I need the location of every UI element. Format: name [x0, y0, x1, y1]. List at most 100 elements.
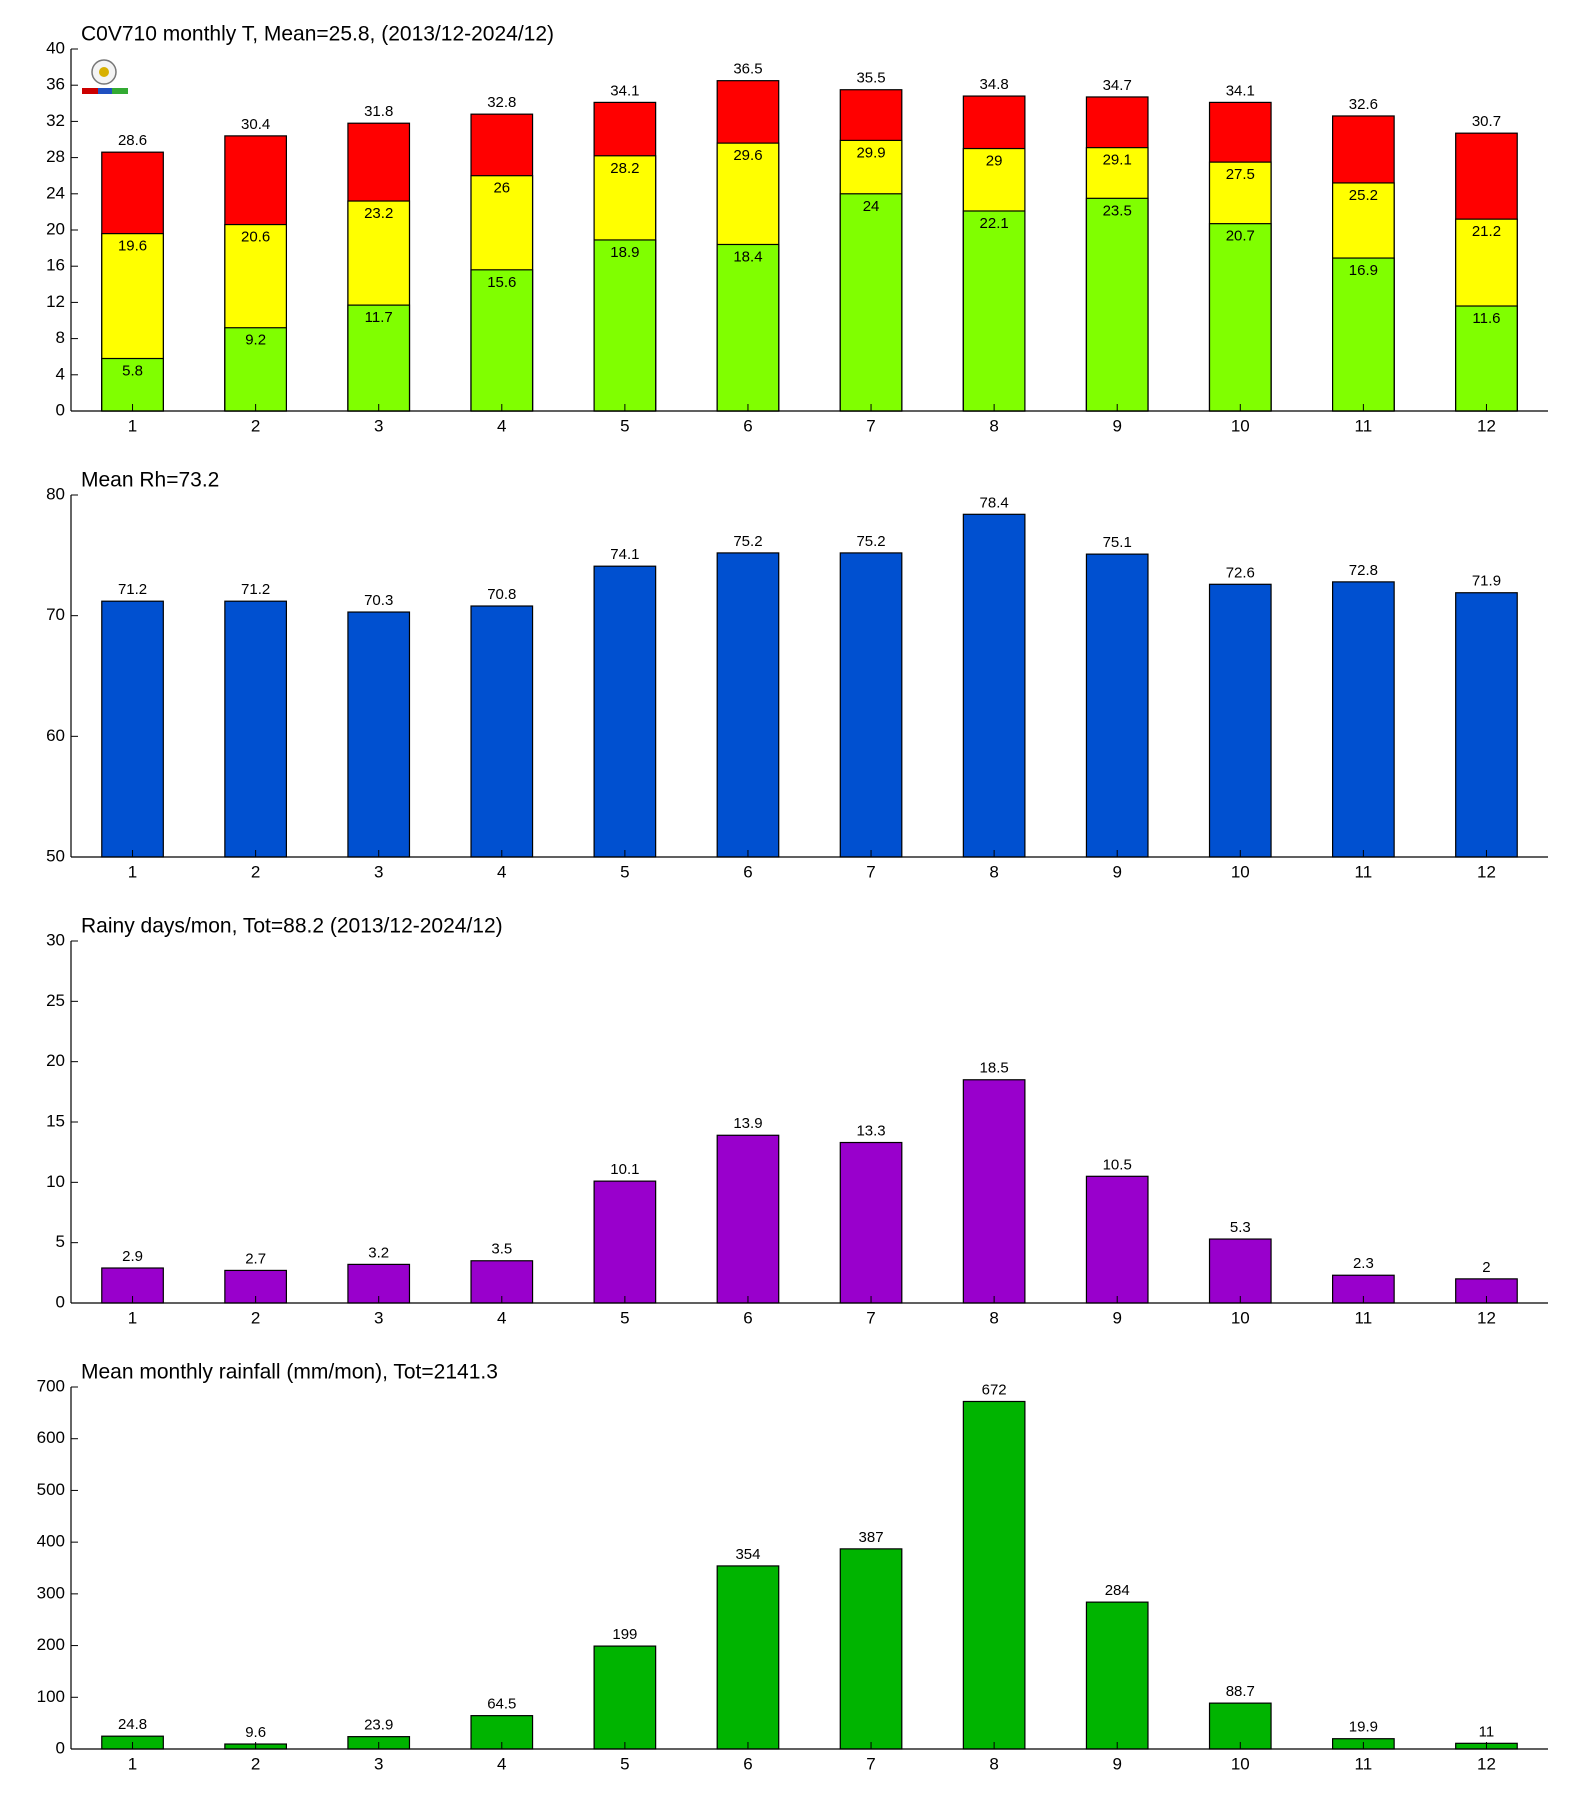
- x-tick-label: 9: [1112, 862, 1121, 881]
- value-label: 71.2: [118, 581, 147, 598]
- y-tick-label: 0: [56, 1738, 65, 1757]
- bar: [1455, 1278, 1518, 1304]
- value-label: 2: [1482, 1259, 1490, 1276]
- bar: [716, 1565, 780, 1750]
- value-label: 25.2: [1349, 187, 1378, 204]
- value-label: 18.9: [610, 244, 639, 261]
- x-tick-label: 1: [128, 862, 137, 881]
- value-label: 19.9: [1349, 1719, 1378, 1736]
- value-label: 30.7: [1472, 113, 1501, 130]
- value-label: 354: [735, 1546, 760, 1563]
- x-tick-label: 3: [374, 862, 383, 881]
- x-tick-label: 6: [743, 1754, 752, 1773]
- value-label: 13.3: [856, 1122, 885, 1139]
- value-label: 284: [1105, 1582, 1130, 1599]
- bar: [593, 1645, 657, 1750]
- value-label: 75.2: [733, 533, 762, 550]
- bar: [839, 552, 903, 858]
- value-label: 30.4: [241, 116, 270, 133]
- y-tick-label: 100: [37, 1687, 65, 1706]
- value-label: 29.6: [733, 147, 762, 164]
- value-label: 16.9: [1349, 262, 1378, 279]
- x-tick-label: 5: [620, 1308, 629, 1327]
- x-tick-label: 2: [251, 862, 260, 881]
- bar: [1208, 223, 1272, 412]
- y-tick-label: 200: [37, 1635, 65, 1654]
- value-label: 72.8: [1349, 562, 1378, 579]
- bar: [839, 1141, 903, 1304]
- x-tick-label: 10: [1231, 1308, 1250, 1327]
- x-tick-label: 12: [1477, 416, 1496, 435]
- value-label: 75.1: [1103, 534, 1132, 551]
- x-tick-label: 5: [620, 1754, 629, 1773]
- bar: [1455, 592, 1518, 858]
- x-tick-label: 7: [866, 862, 875, 881]
- bar: [962, 1079, 1026, 1304]
- x-tick-label: 3: [374, 1754, 383, 1773]
- x-tick-label: 7: [866, 416, 875, 435]
- x-tick-label: 6: [743, 416, 752, 435]
- value-label: 23.2: [364, 205, 393, 222]
- bar: [101, 357, 164, 412]
- value-label: 18.4: [733, 248, 762, 265]
- y-tick-label: 0: [56, 1292, 65, 1311]
- bar: [593, 239, 657, 412]
- value-label: 78.4: [980, 494, 1009, 511]
- value-label: 9.6: [245, 1724, 266, 1741]
- x-tick-label: 1: [128, 416, 137, 435]
- y-tick-label: 36: [46, 75, 65, 94]
- x-tick-label: 3: [374, 416, 383, 435]
- value-label: 24: [863, 198, 880, 215]
- y-tick-label: 25: [46, 991, 65, 1010]
- y-tick-label: 300: [37, 1583, 65, 1602]
- value-label: 26: [493, 180, 510, 197]
- y-tick-label: 16: [46, 256, 65, 275]
- y-tick-label: 600: [37, 1428, 65, 1447]
- value-label: 19.6: [118, 238, 147, 255]
- x-tick-label: 10: [1231, 416, 1250, 435]
- bar: [470, 605, 534, 858]
- x-tick-label: 8: [989, 1308, 998, 1327]
- value-label: 672: [982, 1381, 1007, 1398]
- x-tick-label: 5: [620, 862, 629, 881]
- value-label: 10.1: [610, 1161, 639, 1178]
- value-label: 74.1: [610, 546, 639, 563]
- bar: [839, 193, 903, 412]
- y-tick-label: 10: [46, 1172, 65, 1191]
- value-label: 34.7: [1103, 77, 1132, 94]
- value-label: 11.7: [365, 309, 393, 326]
- y-tick-label: 30: [46, 930, 65, 949]
- bar: [962, 210, 1026, 412]
- bar: [1085, 553, 1149, 858]
- x-tick-label: 11: [1355, 1754, 1373, 1773]
- bar: [716, 552, 780, 858]
- y-tick-label: 28: [46, 147, 65, 166]
- bar: [1332, 257, 1395, 412]
- y-tick-label: 70: [46, 605, 65, 624]
- bar: [1208, 1238, 1272, 1304]
- x-tick-label: 6: [743, 1308, 752, 1327]
- x-tick-label: 12: [1477, 1308, 1496, 1327]
- value-label: 70.8: [487, 586, 516, 603]
- value-label: 35.5: [856, 70, 885, 87]
- value-label: 11.6: [1472, 310, 1500, 327]
- x-tick-label: 2: [251, 416, 260, 435]
- x-tick-label: 2: [251, 1754, 260, 1773]
- x-tick-label: 1: [128, 1308, 137, 1327]
- value-label: 32.6: [1349, 96, 1378, 113]
- y-tick-label: 12: [46, 292, 65, 311]
- value-label: 2.7: [245, 1250, 266, 1267]
- x-tick-label: 8: [989, 862, 998, 881]
- y-tick-label: 8: [56, 328, 65, 347]
- chart-title: Rainy days/mon, Tot=88.2 (2013/12-2024/1…: [81, 915, 503, 938]
- x-tick-label: 8: [989, 1754, 998, 1773]
- bar: [1332, 581, 1395, 858]
- y-tick-label: 80: [46, 484, 65, 503]
- value-label: 18.5: [980, 1060, 1009, 1077]
- x-tick-label: 8: [989, 416, 998, 435]
- value-label: 10.5: [1103, 1156, 1132, 1173]
- value-label: 387: [859, 1529, 884, 1546]
- value-label: 20.7: [1226, 228, 1255, 245]
- x-tick-label: 6: [743, 862, 752, 881]
